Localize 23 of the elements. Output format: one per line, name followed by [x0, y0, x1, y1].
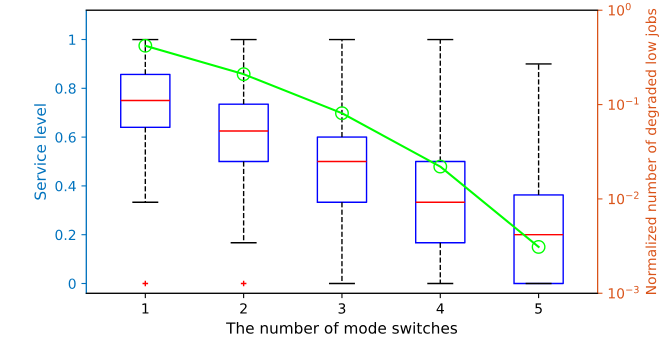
- y-tick-label: 0.6: [55, 132, 76, 143]
- x-tick-label: 1: [142, 303, 148, 314]
- point: [433, 160, 448, 174]
- x-tick-label: 5: [535, 303, 542, 314]
- x-tick-label: 2: [240, 303, 247, 314]
- y2-tick-label: 10$^{−3}$: [608, 286, 639, 299]
- point: [532, 240, 546, 254]
- y-axis-title: Service level: [34, 104, 46, 200]
- y-tick-label: 0.4: [55, 180, 76, 192]
- y-tick-label: 0.8: [55, 83, 76, 94]
- y-tick-label: 0: [68, 278, 76, 289]
- y-tick-label: 1: [69, 34, 76, 45]
- x-tick-label: 3: [338, 303, 346, 314]
- point: [138, 38, 152, 53]
- y2-axis-title: Normalized number of degraded low jobs: [646, 8, 659, 294]
- y2-tick-label: 10$^{−1}$: [608, 97, 639, 110]
- y2-tick-label: 10$^{−2}$: [608, 192, 638, 204]
- point: [236, 67, 251, 82]
- y2-tick-label: 10$^{0}$: [608, 2, 631, 16]
- x-axis-title: The number of mode switches: [226, 322, 458, 334]
- y-tick-label: 0.2: [55, 230, 76, 240]
- point: [335, 106, 349, 120]
- x-tick-label: 4: [436, 303, 444, 314]
